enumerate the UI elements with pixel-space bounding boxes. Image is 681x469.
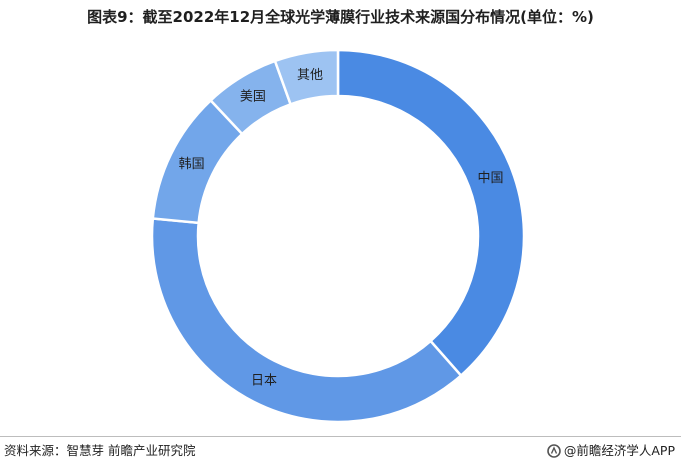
footer-divider — [0, 436, 681, 437]
brand-logo-icon — [547, 444, 561, 458]
slice-2 — [150, 217, 463, 424]
slice-label-3: 韩国 — [179, 157, 205, 172]
slice-label-1: 中国 — [477, 171, 503, 186]
donut-slices — [150, 48, 526, 424]
slice-5 — [273, 48, 340, 106]
slice-label-2: 日本 — [251, 374, 277, 389]
source-note: 资料来源：智慧芽 前瞻产业研究院 — [4, 443, 196, 458]
brand-credit: @前瞻经济学人APP — [547, 441, 675, 461]
slice-1 — [336, 48, 526, 378]
slice-label-4: 美国 — [240, 90, 266, 105]
slice-label-5: 其他 — [297, 68, 323, 83]
brand-text: @前瞻经济学人APP — [563, 443, 675, 458]
chart-title: 图表9：截至2022年12月全球光学薄膜行业技术来源国分布情况(单位：%) — [87, 8, 594, 26]
